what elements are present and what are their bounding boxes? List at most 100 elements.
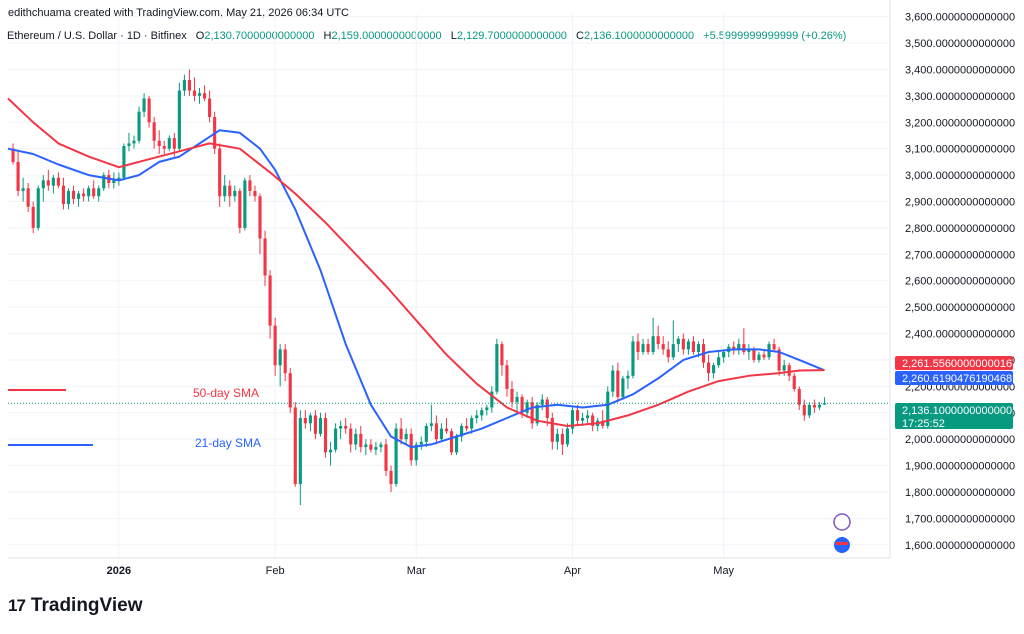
- candle-body: [16, 161, 20, 191]
- candle-body: [147, 98, 151, 123]
- candle-body: [525, 402, 529, 413]
- low-label: L: [450, 30, 457, 42]
- candle-body: [812, 404, 816, 408]
- candle-body: [379, 444, 383, 448]
- candle-body: [757, 354, 761, 360]
- y-tick-label: 1,800.0000000000000: [905, 487, 1015, 499]
- candle-body: [817, 404, 822, 408]
- candle-body: [530, 402, 534, 424]
- countdown-label: 17:25:52: [902, 418, 945, 430]
- y-tick-label: 3,600.0000000000000: [905, 12, 1015, 24]
- candle-body: [92, 188, 96, 197]
- close-value: 2,136.1000000000000: [583, 30, 695, 42]
- flag-stripe-icon: [836, 542, 848, 545]
- candle-body: [666, 349, 670, 358]
- candle-body: [762, 354, 766, 358]
- candle-body: [162, 146, 166, 149]
- tradingview-logo-icon: 17: [8, 596, 26, 615]
- candle-body: [752, 349, 756, 360]
- candle-body: [328, 449, 333, 453]
- candle-body: [273, 325, 277, 366]
- candle-body: [460, 425, 464, 437]
- candle-body: [520, 396, 524, 413]
- candle-body: [76, 193, 81, 199]
- open-label: O: [195, 30, 205, 42]
- candle-body: [621, 378, 625, 397]
- candle-body: [797, 388, 801, 405]
- candle-body: [117, 177, 121, 181]
- candle-body: [807, 404, 811, 416]
- candle-body: [61, 185, 66, 205]
- candle-body: [434, 423, 438, 440]
- candle-body: [570, 410, 575, 429]
- candle-body: [283, 349, 287, 374]
- candle-body: [243, 180, 247, 228]
- candle-body: [197, 93, 202, 96]
- candle-body: [429, 423, 433, 426]
- candle-body: [112, 180, 116, 184]
- candle-body: [696, 344, 701, 353]
- ohlc-legend: Ethereum / U.S. Dollar · 1D · Bitfinex O…: [7, 30, 846, 42]
- candle-body: [540, 399, 544, 405]
- candle-body: [535, 404, 539, 424]
- symbol-title[interactable]: Ethereum / U.S. Dollar · 1D · Bitfinex: [7, 30, 187, 42]
- candle-body: [258, 196, 262, 239]
- candle-body: [636, 341, 640, 353]
- candle-body: [772, 344, 776, 350]
- candle-body: [500, 344, 504, 366]
- tradingview-logo[interactable]: 17 TradingView: [8, 595, 143, 617]
- candle-body: [389, 470, 393, 485]
- y-tick-label: 2,400.0000000000000: [905, 329, 1015, 341]
- candle-body: [560, 433, 564, 445]
- candle-body: [359, 433, 363, 448]
- candle-body: [485, 407, 489, 411]
- candle-body: [354, 433, 358, 445]
- candle-body: [41, 180, 45, 189]
- lightning-event-icon: [833, 513, 851, 531]
- candle-body: [611, 370, 615, 392]
- candle-body: [550, 418, 554, 442]
- candle-body: [651, 336, 655, 353]
- candle-body: [646, 344, 650, 353]
- x-tick-label: 2026: [107, 565, 131, 577]
- candle-body: [681, 338, 685, 350]
- candle-body: [686, 341, 690, 350]
- candle-body: [253, 190, 257, 197]
- y-tick-label: 3,000.0000000000000: [905, 170, 1015, 182]
- candle-body: [233, 190, 237, 197]
- candle-body: [303, 418, 307, 424]
- candle-body: [87, 188, 91, 197]
- y-tick-label: 2,600.0000000000000: [905, 276, 1015, 288]
- price-tag-label: 2,261.5560000000016: [902, 358, 1012, 370]
- candle-body: [641, 344, 645, 353]
- candle-body: [238, 190, 242, 228]
- candle-body: [691, 341, 696, 353]
- change-value: +5.5999999999999 (+0.26%): [703, 30, 847, 42]
- candle-body: [223, 185, 227, 197]
- candle-body: [737, 344, 741, 350]
- price-tag-bg: [895, 403, 1013, 429]
- candle-body: [510, 388, 514, 403]
- candle-body: [580, 418, 585, 421]
- candle-body: [339, 425, 343, 429]
- candle-body: [218, 148, 222, 197]
- sma50-line: [7, 97, 825, 427]
- candle-body: [46, 180, 50, 186]
- attribution-text: edithchuama created with TradingView.com…: [8, 7, 349, 19]
- y-tick-label: 2,000.0000000000000: [905, 434, 1015, 446]
- price-chart[interactable]: 1,600.0000000000000 1,700.0000000000000 1,…: [0, 0, 1024, 590]
- candle-body: [465, 425, 469, 429]
- candle-body: [56, 177, 60, 186]
- price-tag-label: 2,260.6190476190468: [902, 373, 1012, 385]
- candle-body: [545, 399, 549, 419]
- candle-body: [127, 143, 131, 147]
- x-tick-label: Apr: [564, 565, 581, 577]
- candle-body: [792, 375, 796, 389]
- candle-body: [449, 431, 454, 453]
- candle-body: [706, 362, 711, 374]
- candle-body: [631, 341, 635, 376]
- candle-body: [308, 415, 312, 424]
- candle-body: [26, 188, 30, 207]
- candle-body: [182, 80, 186, 91]
- candle-body: [369, 444, 373, 450]
